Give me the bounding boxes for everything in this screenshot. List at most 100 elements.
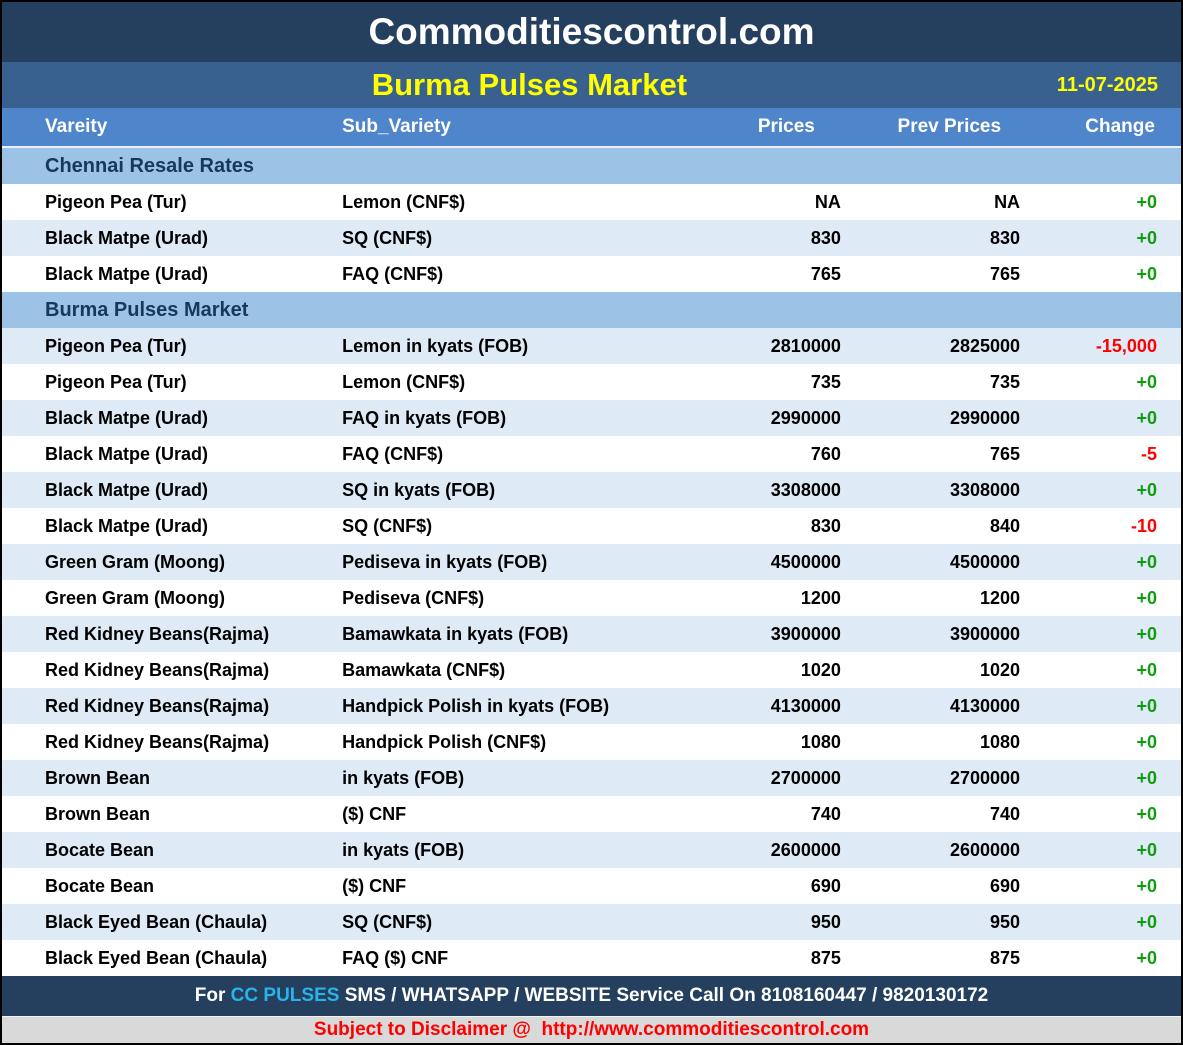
table-row: Red Kidney Beans(Rajma) Handpick Polish i…	[2, 688, 1181, 724]
col-header-sub-variety: Sub_Variety	[342, 116, 451, 137]
prices-cell: 3900000	[770, 623, 841, 644]
prev-prices-cell: 2600000	[949, 839, 1021, 860]
disclaimer-band: Subject to Disclaimer @ http://www.commo…	[2, 1016, 1181, 1043]
table-row: Black Matpe (Urad) FAQ in kyats (FOB) 2990…	[2, 400, 1181, 436]
section-row: Chennai Resale Rates	[2, 148, 1181, 184]
service-text-suffix: SMS / WHATSAPP / WEBSITE Service Call On…	[339, 985, 989, 1006]
prices-cell: 830	[810, 227, 841, 248]
prices-cell: 4130000	[770, 695, 841, 716]
sub-variety-cell: Lemon (CNF$)	[342, 191, 466, 212]
sub-variety-cell: SQ in kyats (FOB)	[342, 479, 496, 500]
change-cell: +0	[1136, 659, 1157, 680]
prev-prices-cell: 1080	[980, 731, 1021, 752]
variety-cell: Pigeon Pea (Tur)	[45, 191, 187, 212]
prices-cell: 735	[810, 371, 841, 392]
sub-variety-cell: FAQ (CNF$)	[342, 263, 444, 284]
col-header-change: Change	[1085, 116, 1155, 137]
prev-prices-cell: 735	[990, 371, 1021, 392]
prev-prices-cell: 3900000	[949, 623, 1021, 644]
variety-cell: Bocate Bean	[45, 839, 155, 860]
variety-cell: Green Gram (Moong)	[45, 587, 226, 608]
cc-pulses-highlight: CC PULSES	[230, 985, 340, 1006]
sub-variety-cell: Bamawkata (CNF$)	[342, 659, 506, 680]
prev-prices-cell: 765	[990, 263, 1021, 284]
change-cell: -15,000	[1095, 335, 1157, 356]
prices-cell: 2990000	[770, 407, 841, 428]
variety-cell: Black Matpe (Urad)	[45, 407, 209, 428]
change-cell: +0	[1136, 839, 1157, 860]
sub-variety-cell: SQ (CNF$)	[342, 515, 433, 536]
table-row: Pigeon Pea (Tur) Lemon (CNF$) NA NA +0	[2, 184, 1181, 220]
prev-prices-cell: 1200	[980, 587, 1021, 608]
table-row: Black Matpe (Urad) SQ (CNF$) 830 840 -10	[2, 508, 1181, 544]
report-title: Burma Pulses Market	[371, 67, 688, 102]
variety-cell: Black Matpe (Urad)	[45, 263, 209, 284]
table-row: Pigeon Pea (Tur) Lemon in kyats (FOB) 2810…	[2, 328, 1181, 364]
change-cell: +0	[1136, 623, 1157, 644]
column-header-row: Vareity Sub_Variety Prices Prev Prices C…	[2, 108, 1181, 148]
variety-cell: Red Kidney Beans(Rajma)	[45, 659, 270, 680]
sub-variety-cell: Handpick Polish in kyats (FOB)	[342, 695, 610, 716]
change-cell: +0	[1136, 695, 1157, 716]
prices-cell: NA	[814, 191, 841, 212]
table-row: Black Matpe (Urad) SQ (CNF$) 830 830 +0	[2, 220, 1181, 256]
table-row: Brown Bean ($) CNF 740 740 +0	[2, 796, 1181, 832]
table-row: Red Kidney Beans(Rajma) Handpick Polish (…	[2, 724, 1181, 760]
prev-prices-cell: NA	[994, 191, 1021, 212]
table-row: Red Kidney Beans(Rajma) Bamawkata in kyat…	[2, 616, 1181, 652]
table-row: Black Eyed Bean (Chaula) SQ (CNF$) 950 950 +…	[2, 904, 1181, 940]
variety-cell: Black Eyed Bean (Chaula)	[45, 911, 268, 932]
variety-cell: Pigeon Pea (Tur)	[45, 335, 187, 356]
prev-prices-cell: 690	[990, 875, 1021, 896]
prev-prices-cell: 830	[990, 227, 1021, 248]
prices-cell: 830	[810, 515, 841, 536]
change-cell: +0	[1136, 191, 1157, 212]
table-row: Black Matpe (Urad) FAQ (CNF$) 765 765 +0	[2, 256, 1181, 292]
col-header-variety: Vareity	[45, 116, 108, 137]
prices-cell: 740	[810, 803, 841, 824]
change-cell: +0	[1136, 263, 1157, 284]
variety-cell: Red Kidney Beans(Rajma)	[45, 731, 270, 752]
table-row: Red Kidney Beans(Rajma) Bamawkata (CNF$) 1…	[2, 652, 1181, 688]
footer-service-line: For CC PULSES SMS / WHATSAPP / WEBSITE S…	[2, 976, 1181, 1016]
variety-cell: Black Matpe (Urad)	[45, 515, 209, 536]
sub-variety-cell: Pediseva in kyats (FOB)	[342, 551, 548, 572]
prices-cell: 2700000	[770, 767, 841, 788]
report-date: 11-07-2025	[1056, 73, 1158, 96]
prev-prices-cell: 950	[990, 911, 1021, 932]
prices-cell: 2600000	[770, 839, 841, 860]
prev-prices-cell: 3308000	[949, 479, 1021, 500]
change-cell: +0	[1136, 479, 1157, 500]
variety-cell: Red Kidney Beans(Rajma)	[45, 695, 270, 716]
sub-variety-cell: Lemon in kyats (FOB)	[342, 335, 529, 356]
prices-cell: 690	[810, 875, 841, 896]
prices-cell: 875	[810, 947, 841, 968]
table-row: Green Gram (Moong) Pediseva in kyats (FOB…	[2, 544, 1181, 580]
table-row: Pigeon Pea (Tur) Lemon (CNF$) 735 735 +0	[2, 364, 1181, 400]
sub-variety-cell: ($) CNF	[342, 875, 407, 896]
variety-cell: Black Matpe (Urad)	[45, 479, 209, 500]
prices-cell: 1080	[800, 731, 841, 752]
variety-cell: Black Matpe (Urad)	[45, 227, 209, 248]
table-row: Bocate Bean in kyats (FOB) 2600000 2600000 +…	[2, 832, 1181, 868]
section-row: Burma Pulses Market	[2, 292, 1181, 328]
sub-variety-cell: SQ (CNF$)	[342, 227, 433, 248]
variety-cell: Black Matpe (Urad)	[45, 443, 209, 464]
variety-cell: Brown Bean	[45, 767, 151, 788]
prices-cell: 2810000	[770, 335, 841, 356]
table-row: Black Matpe (Urad) FAQ (CNF$) 760 765 -5	[2, 436, 1181, 472]
change-cell: +0	[1136, 407, 1157, 428]
prev-prices-cell: 2825000	[949, 335, 1021, 356]
service-text-prefix: For	[194, 985, 231, 1006]
prev-prices-cell: 4500000	[949, 551, 1021, 572]
variety-cell: Bocate Bean	[45, 875, 155, 896]
sub-variety-cell: Handpick Polish (CNF$)	[342, 731, 547, 752]
change-cell: +0	[1136, 911, 1157, 932]
prev-prices-cell: 1020	[980, 659, 1021, 680]
sub-variety-cell: Pediseva (CNF$)	[342, 587, 485, 608]
subtitle-band: Burma Pulses Market 11-07-2025	[2, 62, 1181, 108]
sub-variety-cell: in kyats (FOB)	[342, 839, 465, 860]
title-band: Commoditiescontrol.com	[2, 2, 1181, 62]
sub-variety-cell: FAQ (CNF$)	[342, 443, 444, 464]
sub-variety-cell: FAQ in kyats (FOB)	[342, 407, 507, 428]
